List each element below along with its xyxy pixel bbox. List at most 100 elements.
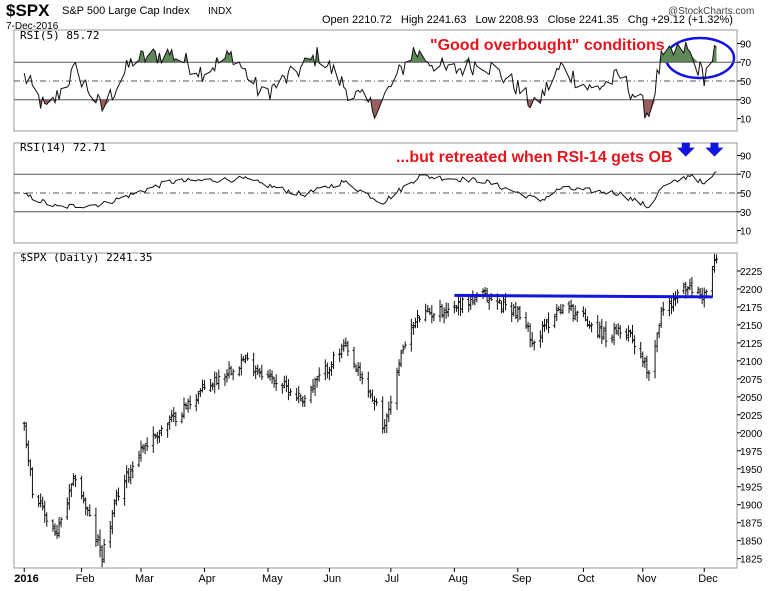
price-bar [116, 487, 120, 501]
price-bar [555, 304, 559, 322]
header-exchange: INDX [208, 6, 232, 17]
price-bar [545, 319, 549, 330]
price-bar [375, 398, 379, 406]
price-bar [223, 373, 227, 387]
price-bar [567, 301, 571, 314]
price-bar [346, 340, 350, 356]
rsi5-tick-label-70: 70 [740, 58, 752, 69]
price-bar [194, 394, 198, 412]
price-bar [452, 301, 456, 314]
price-bar [55, 524, 59, 539]
price-bar [575, 310, 579, 323]
price-bar [409, 318, 413, 352]
price-bar [129, 464, 133, 485]
price-bar [604, 321, 608, 348]
price-bar [37, 494, 41, 508]
price-tick-label-2025: 2025 [740, 411, 763, 422]
price-tick-label-2000: 2000 [740, 429, 763, 440]
price-bar [303, 395, 307, 407]
price-bar [94, 507, 98, 547]
rsi14-tick-label-70: 70 [740, 170, 752, 181]
price-bar [426, 305, 430, 313]
price-bar [389, 395, 393, 415]
price-bar [618, 325, 622, 339]
price-title: $SPX (Daily) 2241.35 [20, 251, 152, 264]
price-bar [553, 314, 557, 329]
price-bar [573, 305, 577, 321]
price-bar [155, 431, 159, 444]
price-bar [57, 517, 61, 538]
price-bar [385, 413, 389, 434]
price-bar [411, 321, 415, 335]
price-bar [583, 308, 587, 322]
price-bar [325, 362, 329, 379]
price-bar [559, 304, 563, 315]
x-tick-label-oct: Oct [577, 573, 594, 585]
price-bar [110, 509, 114, 535]
price-bar [454, 304, 458, 312]
price-bar [647, 370, 651, 381]
price-bar [461, 297, 465, 314]
rsi14-tick-label-90: 90 [740, 151, 752, 162]
price-bar [198, 388, 202, 397]
price-bar [596, 314, 600, 339]
price-bar [174, 411, 178, 427]
price-bar [657, 323, 661, 339]
price-bar [381, 396, 385, 434]
price-tick-label-1875: 1875 [740, 519, 763, 530]
price-bar [669, 297, 673, 315]
price-bar [690, 276, 694, 297]
price-bar [170, 409, 174, 423]
price-bar [360, 371, 364, 385]
price-bar [712, 253, 716, 273]
price-bar [131, 461, 135, 479]
price-bar [344, 337, 348, 348]
price-bar [80, 475, 84, 500]
price-tick-label-1900: 1900 [740, 501, 763, 512]
price-bar [715, 254, 719, 264]
rsi14-title: RSI(14) 72.71 [20, 141, 106, 154]
price-bar [225, 369, 229, 383]
price-frame [13, 252, 738, 569]
resistance-trendline [454, 293, 713, 299]
x-tick-label-mar: Mar [135, 573, 154, 585]
price-bar [590, 322, 594, 333]
price-bar [125, 465, 129, 489]
x-tick-label-aug: Aug [448, 573, 468, 585]
rsi14-tick-label-10: 10 [740, 227, 752, 238]
price-bar [188, 395, 192, 410]
header-date: 7-Dec-2016 [6, 21, 59, 32]
price-bar [557, 306, 561, 312]
price-bar [65, 497, 69, 520]
price-bar [260, 364, 264, 381]
price-tick-label-2225: 2225 [740, 267, 763, 278]
price-bar [256, 364, 260, 376]
rsi5-title: RSI(5) 85.72 [20, 29, 99, 42]
price-bar [82, 491, 86, 504]
price-bar [585, 316, 589, 327]
price-bar [309, 385, 313, 404]
price-tick-label-1825: 1825 [740, 555, 763, 566]
price-tick-label-2175: 2175 [740, 303, 763, 314]
price-bar [428, 307, 432, 316]
price-bar [41, 496, 45, 511]
price-bar [159, 425, 163, 437]
rsi5-tick-label-10: 10 [740, 115, 752, 126]
price-bar [200, 379, 204, 393]
rsi14-panel: RSI(14) 72.71 ...but retreated when RSI-… [14, 141, 752, 238]
price-bar [202, 379, 206, 390]
price-bar [612, 322, 616, 346]
price-tick-label-1850: 1850 [740, 537, 763, 548]
x-tick-label-apr: Apr [198, 573, 215, 585]
price-bar [143, 443, 147, 455]
price-bar [196, 390, 200, 404]
price-tick-label-2200: 2200 [740, 285, 763, 296]
price-bar [141, 443, 145, 453]
price-bar [258, 367, 262, 378]
price-bar [524, 311, 528, 329]
price-bar [354, 364, 358, 373]
price-bar [166, 422, 170, 438]
rsi5-tick-label-50: 50 [740, 77, 752, 88]
price-bar [153, 433, 157, 439]
